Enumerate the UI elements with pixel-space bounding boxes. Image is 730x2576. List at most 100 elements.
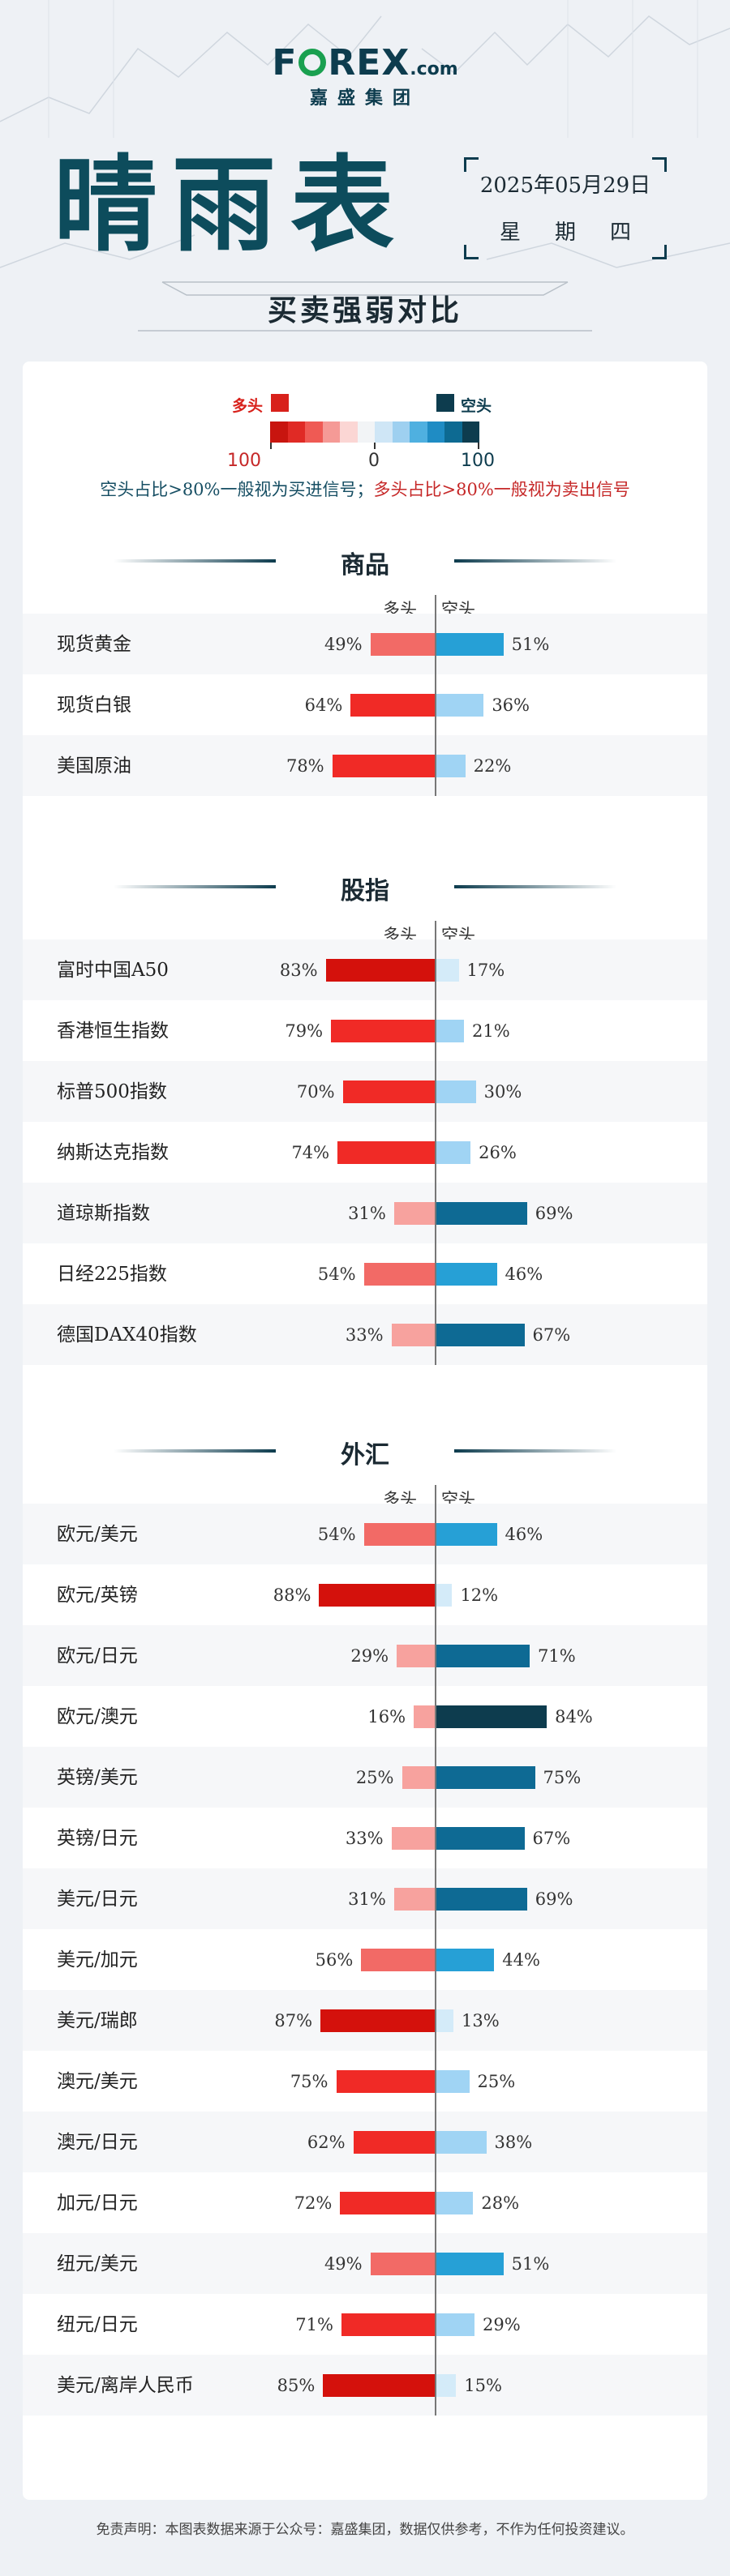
logo-suffix: .com — [410, 59, 458, 79]
logo: F REX.com 嘉盛集团 — [0, 42, 730, 109]
short-bar — [436, 2192, 474, 2214]
table-row: 澳元/日元 62% 38% — [23, 2112, 707, 2172]
legend-gradient-step — [444, 421, 462, 443]
short-bar — [436, 1949, 495, 1971]
long-bar — [340, 2192, 435, 2214]
short-percent: 21% — [472, 1021, 510, 1041]
long-bar — [370, 2253, 435, 2275]
corner-decoration — [464, 245, 479, 259]
long-percent: 49% — [324, 635, 363, 654]
section-header: 股指 — [23, 871, 707, 905]
short-bar — [436, 1324, 525, 1346]
short-percent: 17% — [466, 961, 505, 980]
short-percent: 26% — [479, 1143, 517, 1162]
section-header-line-left — [114, 1449, 276, 1453]
table-row: 加元/日元 72% 28% — [23, 2172, 707, 2233]
legend-gradient-step — [270, 421, 288, 443]
long-bar — [331, 1020, 435, 1042]
long-percent: 62% — [307, 2133, 346, 2152]
legend-long-label: 多头 — [232, 397, 264, 415]
long-bar — [350, 694, 435, 717]
short-bar — [436, 1584, 453, 1607]
legend-mid-value: 0 — [368, 451, 380, 471]
short-percent: 71% — [538, 1646, 576, 1666]
corner-decoration — [652, 245, 667, 259]
short-bar — [436, 1827, 525, 1850]
long-bar — [342, 1080, 435, 1103]
short-percent: 84% — [555, 1707, 593, 1727]
long-percent: 71% — [295, 2315, 333, 2334]
short-percent: 67% — [532, 1325, 571, 1345]
short-bar — [436, 1766, 535, 1789]
short-bar — [436, 1202, 527, 1225]
long-percent: 33% — [345, 1325, 384, 1345]
table-row: 德国DAX40指数 33% 67% — [23, 1304, 707, 1365]
short-percent: 38% — [494, 2133, 533, 2152]
long-percent: 25% — [355, 1768, 394, 1787]
short-percent: 75% — [543, 1768, 582, 1787]
instrument-name: 欧元/英镑 — [57, 1584, 138, 1606]
signal-note: 空头占比>80%一般视为买进信号；多头占比>80%一般视为卖出信号 — [23, 477, 707, 501]
long-bar — [361, 1949, 435, 1971]
short-bar — [436, 2070, 470, 2093]
logo-letter-f: F — [272, 42, 298, 83]
legend-gradient-step — [340, 421, 358, 443]
short-percent: 13% — [462, 2011, 500, 2030]
section-header-line-right — [454, 1449, 616, 1453]
long-bar — [320, 2009, 435, 2032]
long-bar — [397, 1645, 435, 1667]
instrument-name: 标普500指数 — [57, 1080, 167, 1102]
long-percent: 78% — [286, 756, 324, 776]
instrument-name: 欧元/美元 — [57, 1523, 138, 1545]
long-percent: 85% — [277, 2376, 316, 2395]
table-row: 美元/离岸人民币 85% 15% — [23, 2355, 707, 2416]
section-header: 外汇 — [23, 1435, 707, 1470]
long-percent: 31% — [348, 1889, 386, 1909]
short-percent: 69% — [535, 1889, 573, 1909]
table-row: 现货白银 64% 36% — [23, 674, 707, 735]
legend-gradient-step — [392, 421, 410, 443]
short-bar — [436, 694, 484, 717]
legend-gradient-step — [427, 421, 444, 443]
long-bar — [336, 2070, 435, 2093]
center-axis — [435, 921, 436, 1365]
short-bar — [436, 1020, 465, 1042]
short-percent: 22% — [473, 756, 512, 776]
short-bar — [436, 2131, 487, 2154]
table-row: 欧元/日元 29% 71% — [23, 1625, 707, 1686]
section-header-line-left — [114, 885, 276, 888]
note-long-signal: 多头占比>80%一般视为卖出信号 — [373, 480, 630, 499]
long-percent: 31% — [348, 1204, 386, 1223]
instrument-name: 澳元/美元 — [57, 2070, 138, 2092]
long-percent: 54% — [317, 1525, 356, 1544]
legend-gradient-step — [305, 421, 323, 443]
legend-left-value: 100 — [227, 451, 261, 471]
legend-gradient — [270, 421, 479, 443]
short-bar — [436, 2253, 504, 2275]
section-header-line-right — [454, 885, 616, 888]
long-bar — [370, 633, 435, 656]
long-percent: 79% — [285, 1021, 324, 1041]
table-row: 美元/瑞郎 87% 13% — [23, 1990, 707, 2051]
section-title: 外汇 — [341, 1441, 389, 1470]
instrument-name: 美元/日元 — [57, 1888, 138, 1910]
instrument-name: 日经225指数 — [57, 1263, 167, 1285]
subtitle-banner: 买卖强弱对比 — [0, 279, 730, 336]
section-header-line-right — [454, 559, 616, 563]
long-bar — [402, 1766, 435, 1789]
short-percent: 69% — [535, 1204, 573, 1223]
center-axis — [435, 595, 436, 796]
short-bar — [436, 1888, 527, 1911]
long-percent: 33% — [345, 1829, 384, 1848]
instrument-name: 德国DAX40指数 — [57, 1324, 197, 1346]
long-bar — [323, 2374, 435, 2397]
instrument-name: 美元/瑞郎 — [57, 2009, 138, 2031]
short-bar — [436, 755, 466, 777]
logo-wordmark: F REX.com — [0, 42, 730, 83]
table-row: 纳斯达克指数 74% 26% — [23, 1122, 707, 1183]
short-percent: 36% — [492, 695, 530, 715]
instrument-name: 纳斯达克指数 — [57, 1141, 169, 1163]
legend-right-value: 100 — [461, 451, 495, 471]
table-row: 欧元/美元 54% 46% — [23, 1504, 707, 1564]
table-row: 美国原油 78% 22% — [23, 735, 707, 796]
